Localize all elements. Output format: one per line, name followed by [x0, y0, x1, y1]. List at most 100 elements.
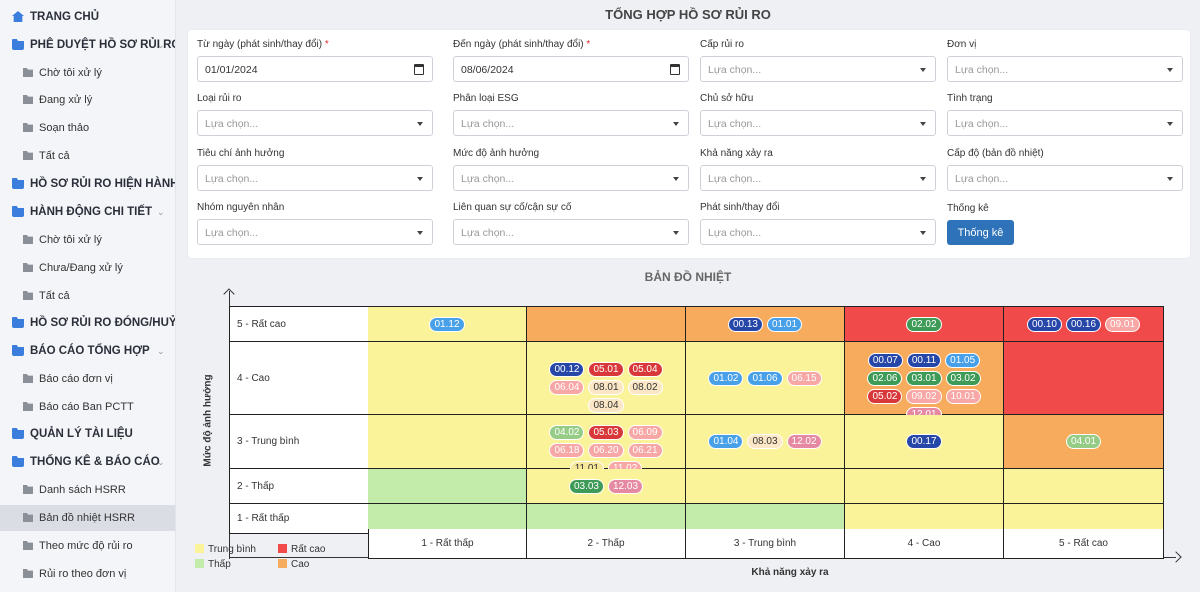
sidebar-item[interactable]: Báo cáo đơn vị	[0, 366, 175, 392]
risk-chip[interactable]: 10.01	[945, 389, 981, 404]
heatmap-cell[interactable]	[845, 469, 1004, 504]
risk-chip[interactable]: 08.03	[747, 434, 783, 449]
select-dropdown[interactable]: Lựa chọn...	[197, 165, 433, 191]
select-dropdown[interactable]: Lựa chọn...	[947, 110, 1183, 136]
risk-chip[interactable]: 12.02	[786, 434, 822, 449]
sidebar-item[interactable]: Tất cả	[0, 143, 175, 169]
sidebar-item[interactable]: Đang xử lý	[0, 87, 175, 113]
risk-chip[interactable]: 04.01	[1065, 434, 1102, 449]
calendar-icon[interactable]	[414, 64, 424, 75]
sidebar-item[interactable]: HỒ SƠ RỦI RO ĐÓNG/HUỶ	[0, 310, 175, 336]
caret-down-icon[interactable]	[417, 177, 423, 181]
risk-chip[interactable]: 09.01	[1105, 317, 1141, 332]
risk-chip[interactable]: 01.05	[945, 353, 981, 368]
select-dropdown[interactable]: Lựa chọn...	[947, 56, 1183, 82]
heatmap-cell[interactable]: 02.02	[845, 306, 1004, 342]
heatmap-cell[interactable]	[368, 469, 527, 504]
heatmap-cell[interactable]: 01.12	[368, 306, 527, 342]
select-dropdown[interactable]: Lựa chọn...	[700, 110, 936, 136]
heatmap-cell[interactable]: 01.04 08.03 12.02	[686, 415, 845, 469]
sidebar-item[interactable]: HÀNH ĐỘNG CHI TIẾT ⌄	[0, 199, 175, 225]
sidebar-item[interactable]: Báo cáo Ban PCTT	[0, 394, 175, 420]
heatmap-cell[interactable]	[1004, 469, 1164, 504]
heatmap-cell[interactable]	[527, 306, 686, 342]
select-dropdown[interactable]: Lựa chọn...	[700, 219, 936, 245]
risk-chip[interactable]: 12.03	[608, 479, 644, 494]
sidebar-item[interactable]: Chờ tôi xử lý	[0, 227, 175, 253]
select-dropdown[interactable]: Lựa chọn...	[453, 165, 689, 191]
risk-chip[interactable]: 08.02	[627, 380, 663, 395]
stat-button[interactable]: Thống kê	[947, 220, 1014, 245]
heatmap-cell[interactable]: 00.10 00.16 09.01	[1004, 306, 1164, 342]
select-dropdown[interactable]: Lựa chọn...	[453, 219, 689, 245]
heatmap-cell[interactable]	[686, 469, 845, 504]
caret-down-icon[interactable]	[920, 177, 926, 181]
risk-chip[interactable]: 00.16	[1065, 317, 1102, 332]
risk-chip[interactable]: 05.04	[627, 362, 663, 377]
sidebar-item[interactable]: Theo mức độ rủi ro	[0, 533, 175, 559]
risk-chip[interactable]: 00.10	[1026, 317, 1062, 332]
sidebar-item[interactable]: Tất cả	[0, 283, 175, 309]
risk-chip[interactable]: 02.02	[906, 317, 942, 332]
caret-down-icon[interactable]	[920, 68, 926, 72]
risk-chip[interactable]: 06.09	[627, 425, 663, 440]
select-dropdown[interactable]: Lựa chọn...	[700, 165, 936, 191]
risk-chip[interactable]: 08.04	[588, 398, 624, 413]
risk-chip[interactable]: 02.06	[867, 371, 903, 386]
risk-chip[interactable]: 00.12	[549, 362, 585, 377]
heatmap-cell[interactable]	[368, 342, 527, 415]
risk-chip[interactable]: 06.21	[627, 443, 663, 458]
sidebar-item[interactable]: Chưa/Đang xử lý	[0, 255, 175, 281]
sidebar-item[interactable]: Chờ tôi xử lý	[0, 60, 175, 86]
risk-chip[interactable]: 01.12	[429, 317, 465, 332]
risk-chip[interactable]: 01.01	[767, 317, 803, 332]
risk-chip[interactable]: 08.01	[588, 380, 624, 395]
sidebar-item[interactable]: PHÊ DUYỆT HỒ SƠ RỦI RO ⌄	[0, 32, 175, 58]
risk-chip[interactable]: 01.04	[708, 434, 744, 449]
heatmap-cell[interactable]: 00.13 01.01	[686, 306, 845, 342]
risk-chip[interactable]: 00.17	[906, 434, 942, 449]
heatmap-cell[interactable]: 04.01	[1004, 415, 1164, 469]
caret-down-icon[interactable]	[417, 231, 423, 235]
risk-chip[interactable]: 05.02	[867, 389, 903, 404]
risk-chip[interactable]: 05.03	[588, 425, 624, 440]
select-dropdown[interactable]: Lựa chọn...	[197, 219, 433, 245]
caret-down-icon[interactable]	[673, 231, 679, 235]
date-input[interactable]: 08/06/2024	[453, 56, 689, 82]
heatmap-cell[interactable]	[368, 415, 527, 469]
select-dropdown[interactable]: Lựa chọn...	[700, 56, 936, 82]
date-input[interactable]: 01/01/2024	[197, 56, 433, 82]
heatmap-cell[interactable]: 03.03 12.03	[527, 469, 686, 504]
risk-chip[interactable]: 06.15	[786, 371, 822, 386]
select-dropdown[interactable]: Lựa chọn...	[197, 110, 433, 136]
risk-chip[interactable]: 06.20	[588, 443, 624, 458]
risk-chip[interactable]: 01.06	[747, 371, 783, 386]
heatmap-cell[interactable]: 00.12 05.01 05.04 06.04 08.01 08.02 08.04	[527, 342, 686, 415]
caret-down-icon[interactable]	[1167, 68, 1173, 72]
sidebar-item[interactable]: Rủi ro theo đơn vị	[0, 561, 175, 587]
sidebar-item[interactable]: TRANG CHỦ	[0, 4, 175, 30]
caret-down-icon[interactable]	[1167, 177, 1173, 181]
sidebar-item[interactable]: QUẢN LÝ TÀI LIỆU	[0, 421, 175, 447]
heatmap-cell[interactable]: 00.17	[845, 415, 1004, 469]
risk-chip[interactable]: 01.02	[708, 371, 744, 386]
risk-chip[interactable]: 00.11	[906, 353, 942, 368]
caret-down-icon[interactable]	[1167, 122, 1173, 126]
risk-chip[interactable]: 05.01	[588, 362, 624, 377]
caret-down-icon[interactable]	[920, 231, 926, 235]
sidebar-item[interactable]: Danh sách HSRR	[0, 477, 175, 503]
sidebar-item[interactable]: HỒ SƠ RỦI RO HIỆN HÀNH	[0, 171, 175, 197]
heatmap-cell[interactable]: 00.07 00.11 01.05 02.06 03.01 03.02 05.02 09.02…	[845, 342, 1004, 422]
heatmap-cell[interactable]: 01.02 01.06 06.15	[686, 342, 845, 415]
heatmap-cell[interactable]	[1004, 342, 1164, 415]
risk-chip[interactable]: 06.18	[549, 443, 585, 458]
risk-chip[interactable]: 03.02	[945, 371, 981, 386]
risk-chip[interactable]: 00.07	[867, 353, 903, 368]
risk-chip[interactable]: 03.03	[568, 479, 604, 494]
risk-chip[interactable]: 04.02	[549, 425, 585, 440]
risk-chip[interactable]: 00.13	[727, 317, 763, 332]
risk-chip[interactable]: 06.04	[549, 380, 585, 395]
caret-down-icon[interactable]	[673, 122, 679, 126]
sidebar-item[interactable]: BÁO CÁO TỔNG HỢP ⌄	[0, 338, 175, 364]
